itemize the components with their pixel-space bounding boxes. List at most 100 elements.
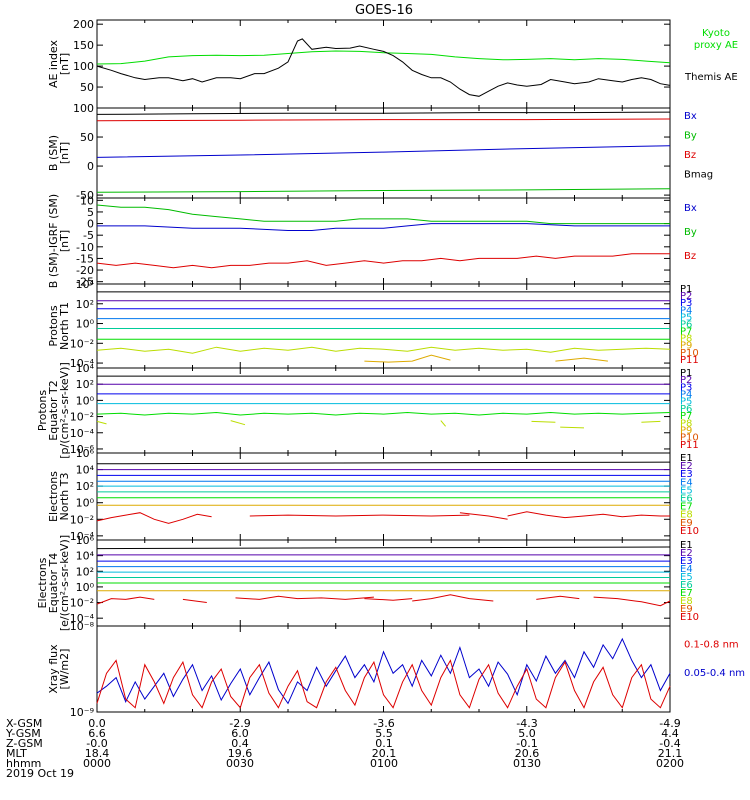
series-line-p7	[96, 411, 671, 416]
ephemeris-value: 21.1	[658, 747, 683, 760]
series-line-p8d	[531, 420, 556, 423]
legend-entry: E1	[680, 453, 693, 464]
legend-entry: P4	[680, 305, 692, 316]
ephemeris-value: -4.9	[659, 717, 680, 730]
y-tick-label: 150	[73, 39, 94, 52]
legend-entry: Bz	[684, 251, 696, 262]
ephemeris-value: 0200	[656, 757, 684, 770]
y-tick-label: 0	[87, 218, 94, 231]
ephemeris-value: -3.6	[373, 717, 394, 730]
ephemeris-value: 0.4	[231, 737, 249, 750]
y-tick-label: -20	[76, 264, 94, 277]
series-line-e10c	[459, 512, 508, 520]
y-tick-label: 10⁻⁸	[70, 620, 95, 633]
legend-entry: E9	[680, 518, 693, 529]
y-axis-label: Xray flux	[47, 644, 60, 694]
y-axis-label: [nT]	[58, 53, 71, 75]
series-line-p8	[96, 346, 671, 354]
y-tick-label: 10⁻²	[70, 337, 94, 350]
ephemeris-value: 20.6	[515, 747, 540, 760]
y-axis-label: Equator T2	[47, 380, 60, 440]
y-axis-label: Electrons	[36, 557, 49, 608]
ephemeris-table: X-GSM 0.0 -2.9 -3.6 -4.3 -4.9 Y-GSM 6.6 6.0 5.5 5.…	[5, 717, 684, 780]
legend-entry: E3	[680, 469, 693, 480]
legend-entry: P3	[680, 382, 692, 393]
legend-entry: E6	[680, 494, 693, 505]
y-tick-label: 10	[80, 194, 94, 207]
series-line-0-05-0-4-nm	[96, 637, 671, 705]
legend-entry: P2	[680, 375, 692, 386]
panel-bsm: 100 50 0 -50 B (SM)[nT] Bx By Bz Bmag	[47, 102, 713, 202]
panel-frame	[96, 367, 671, 454]
legend-entry: Kyoto	[702, 28, 730, 39]
legend-entry: P10	[680, 348, 699, 359]
ephemeris-value: -4.3	[516, 717, 537, 730]
series-line-e10b	[249, 514, 470, 517]
ephemeris-value: -0.1	[516, 737, 537, 750]
y-tick-label: 10⁻²	[70, 513, 94, 526]
legend-entry: E5	[680, 572, 693, 583]
ephemeris-value: 0100	[370, 757, 398, 770]
y-tick-label: -15	[76, 252, 94, 265]
series-line-bx	[97, 223, 670, 231]
ephemeris-value: 18.4	[85, 747, 110, 760]
ephemeris-value: -0.4	[659, 737, 680, 750]
ephemeris-row-label: Y-GSM	[5, 727, 41, 740]
legend-entry: P3	[680, 298, 692, 309]
series-line-e1	[96, 546, 671, 550]
ephemeris-row-label: hhmm	[6, 757, 41, 770]
series-line-by	[96, 204, 670, 225]
y-tick-label: 10²	[76, 298, 94, 311]
panel-frame	[96, 197, 671, 285]
y-axis-label: Protons	[36, 390, 49, 431]
legend-entry: P9	[680, 341, 692, 352]
legend-entry: Bx	[684, 111, 697, 122]
y-tick-label: -10	[76, 241, 94, 254]
y-axis-label: Equator T4	[47, 553, 60, 613]
y-axis-label: Electrons	[47, 471, 60, 522]
legend-entry: E10	[680, 612, 699, 623]
legend-entry: E7	[680, 588, 693, 599]
legend-entry: P1	[680, 368, 692, 379]
y-axis-label: [p/(cm²-s-sr-keV)]	[58, 362, 71, 459]
series-line-p8b	[230, 420, 246, 426]
ephemeris-value: 0030	[226, 757, 254, 770]
legend-entry: P4	[680, 390, 692, 401]
y-tick-label: 10⁴	[76, 464, 95, 477]
legend-entry: P7	[680, 411, 692, 422]
panel-frame	[96, 625, 671, 713]
y-axis-label: [W/m2]	[58, 649, 71, 690]
series-line-e10g	[593, 596, 671, 607]
legend-entry: E2	[680, 461, 693, 472]
panel-frame	[96, 452, 671, 541]
y-tick-label: 10²	[76, 480, 94, 493]
ephemeris-value: 0000	[83, 757, 111, 770]
series-line-e10c	[235, 595, 374, 600]
ephemeris-value: 0.0	[88, 717, 106, 730]
legend-entry: E10	[680, 526, 699, 537]
y-tick-label: 10⁴	[76, 550, 95, 563]
y-tick-label: -25	[76, 276, 94, 289]
series-line-p8e	[560, 426, 585, 429]
y-tick-label: 200	[73, 18, 94, 31]
ephemeris-value: 0130	[513, 757, 541, 770]
ephemeris-row-label: X-GSM	[6, 717, 42, 730]
legend-entry: P2	[680, 291, 692, 302]
legend-entry: Themis AE	[684, 72, 738, 83]
series-line-p8	[96, 420, 107, 425]
y-axis-label: B (SM)	[47, 135, 60, 171]
series-line-e10d	[364, 598, 413, 601]
y-tick-label: 10⁻⁴	[70, 357, 95, 370]
series-line-p8c	[440, 420, 446, 427]
y-tick-label: 10⁶	[76, 534, 95, 547]
legend-entry: P11	[680, 355, 699, 366]
legend-entry: E5	[680, 485, 693, 496]
series-line-e10d	[507, 511, 670, 519]
ephemeris-value: 20.1	[372, 747, 397, 760]
y-tick-label: 10²	[76, 378, 94, 391]
ephemeris-value: 19.6	[228, 747, 253, 760]
legend-entry: P6	[680, 319, 692, 330]
